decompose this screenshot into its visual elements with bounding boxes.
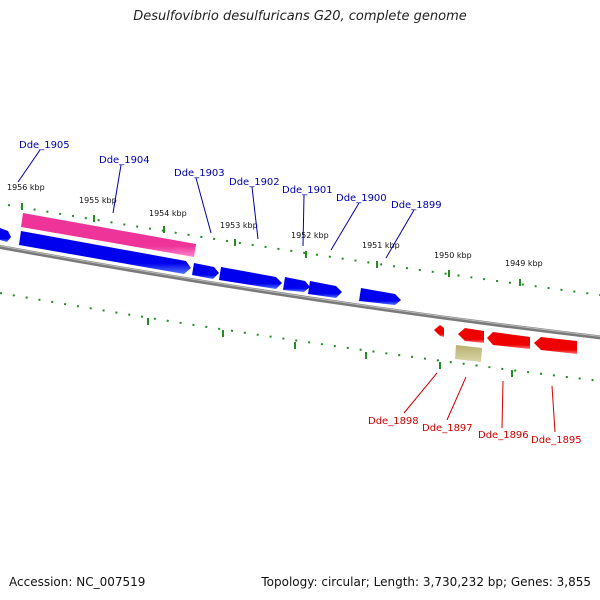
forward-label-leaders	[17, 149, 415, 259]
kbp-labels: 1956 kbp 1955 kbp 1954 kbp 1953 kbp 1952…	[7, 183, 543, 268]
gene-arrow[interactable]	[458, 328, 484, 343]
gene-arrow[interactable]	[308, 281, 342, 298]
gene-label[interactable]: Dde_1896	[478, 430, 529, 441]
gene-arrow[interactable]	[19, 231, 191, 274]
kbp-label: 1956 kbp	[7, 183, 45, 192]
gene-label[interactable]: Dde_1904	[99, 155, 150, 166]
major-ticks	[21, 203, 521, 377]
reverse-gene-labels: Dde_1898 Dde_1897 Dde_1896 Dde_1895	[368, 416, 582, 446]
map-title: Desulfovibrio desulfuricans G20, complet…	[133, 9, 467, 24]
kbp-label: 1955 kbp	[79, 196, 117, 205]
kbp-label: 1952 kbp	[291, 231, 329, 240]
forward-strand-genes	[0, 228, 401, 305]
gene-arrow[interactable]	[487, 332, 530, 349]
kbp-label: 1951 kbp	[362, 241, 400, 250]
gene-label[interactable]: Dde_1900	[336, 193, 387, 204]
gene-label[interactable]: Dde_1905	[19, 140, 70, 151]
accession-text: Accession: NC_007519	[9, 575, 146, 589]
gene-highlight[interactable]	[21, 213, 196, 257]
kbp-label: 1953 kbp	[220, 221, 258, 230]
gene-arrow[interactable]	[283, 277, 310, 292]
gene-arrow[interactable]	[434, 325, 444, 337]
gene-label[interactable]: Dde_1897	[422, 423, 473, 434]
kbp-label: 1949 kbp	[505, 259, 543, 268]
gene-label[interactable]: Dde_1902	[229, 177, 280, 188]
gene-label[interactable]: Dde_1903	[174, 168, 225, 179]
feature-block[interactable]	[455, 345, 482, 362]
genome-summary-text: Topology: circular; Length: 3,730,232 bp…	[261, 575, 591, 589]
gene-label[interactable]: Dde_1898	[368, 416, 419, 427]
gene-label[interactable]: Dde_1895	[531, 435, 582, 446]
gene-arrow[interactable]	[359, 288, 401, 305]
inner-tick-ring	[0, 292, 600, 382]
kbp-label: 1950 kbp	[434, 251, 472, 260]
forward-gene-labels: Dde_1905 Dde_1904 Dde_1903 Dde_1902 Dde_…	[19, 140, 442, 211]
gene-arrow[interactable]	[0, 228, 11, 242]
reverse-strand-genes	[434, 325, 577, 354]
gene-label[interactable]: Dde_1899	[391, 200, 442, 211]
reverse-label-leaders	[403, 372, 556, 433]
gene-arrow[interactable]	[192, 263, 219, 279]
gene-arrow[interactable]	[534, 337, 577, 354]
gene-arrow[interactable]	[219, 267, 282, 289]
gene-label[interactable]: Dde_1901	[282, 185, 333, 196]
kbp-label: 1954 kbp	[149, 209, 187, 218]
genome-backbone	[0, 244, 600, 340]
